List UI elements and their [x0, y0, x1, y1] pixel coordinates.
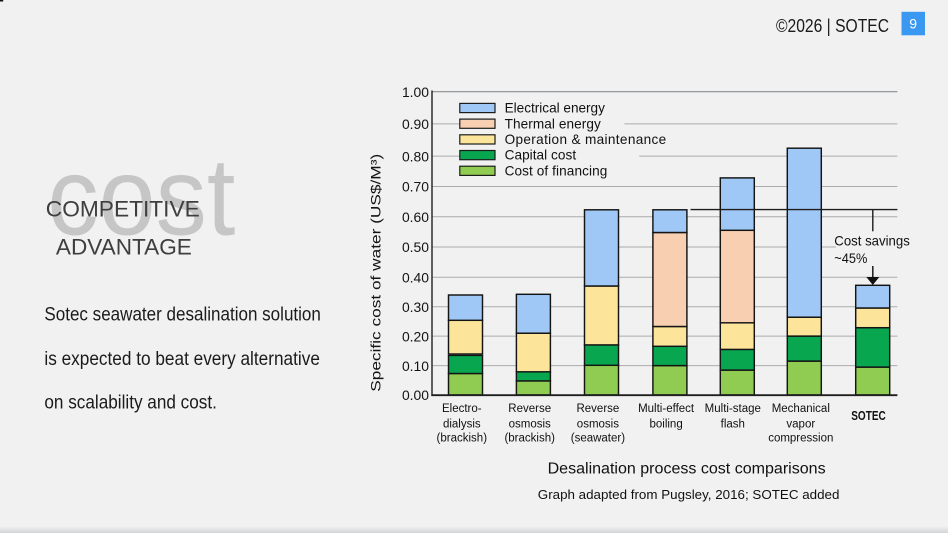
svg-text:on scalability and cost.: on scalability and cost.	[44, 391, 217, 413]
svg-text:(brackish): (brackish)	[504, 433, 555, 445]
svg-text:Mechanical: Mechanical	[772, 403, 830, 415]
svg-text:~45%: ~45%	[834, 251, 867, 266]
svg-text:Electrical energy: Electrical energy	[505, 101, 606, 116]
svg-text:Operation & maintenance: Operation & maintenance	[505, 132, 667, 147]
svg-text:Electro-: Electro-	[442, 403, 482, 415]
svg-text:Desalination process cost comp: Desalination process cost comparisons	[548, 461, 826, 478]
svg-text:Reverse: Reverse	[576, 403, 619, 415]
svg-text:compression: compression	[768, 433, 833, 445]
svg-text:flash: flash	[721, 418, 745, 430]
svg-text:Graph adapted from Pugsley, 20: Graph adapted from Pugsley, 2016; SOTEC …	[538, 487, 840, 502]
svg-text:boiling: boiling	[649, 418, 682, 430]
svg-text:0.70: 0.70	[402, 179, 429, 195]
svg-text:SOTEC: SOTEC	[851, 408, 886, 423]
svg-text:Thermal energy: Thermal energy	[505, 116, 601, 131]
svg-text:Multi-stage: Multi-stage	[705, 403, 761, 415]
svg-text:osmosis: osmosis	[577, 418, 619, 430]
svg-text:Multi-effect: Multi-effect	[638, 403, 695, 415]
svg-text:0.60: 0.60	[402, 209, 429, 225]
svg-text:0.00: 0.00	[402, 387, 429, 403]
svg-text:0.50: 0.50	[402, 239, 429, 255]
svg-text:0.40: 0.40	[402, 270, 429, 286]
svg-text:Sotec seawater desalination so: Sotec seawater desalination solution	[44, 304, 321, 326]
svg-text:COMPETITIVE: COMPETITIVE	[46, 196, 200, 221]
svg-text:vapor: vapor	[786, 418, 815, 430]
svg-text:0.80: 0.80	[402, 148, 429, 164]
svg-text:0.10: 0.10	[402, 358, 429, 374]
svg-text:9: 9	[909, 16, 917, 32]
svg-text:©2026 | SOTEC: ©2026 | SOTEC	[776, 16, 889, 36]
svg-text:Cost of financing: Cost of financing	[505, 163, 608, 178]
svg-text:cost: cost	[47, 136, 235, 259]
svg-text:is expected to beat every alte: is expected to beat every alternative	[44, 348, 320, 370]
svg-text:(brackish): (brackish)	[437, 433, 488, 445]
svg-text:osmosis: osmosis	[509, 418, 551, 430]
svg-text:ADVANTAGE: ADVANTAGE	[56, 235, 192, 260]
svg-text:Cost savings: Cost savings	[834, 233, 910, 248]
svg-text:dialysis: dialysis	[443, 418, 481, 430]
svg-text:Specific cost of water (US$/M³: Specific cost of water (US$/M³)	[369, 154, 384, 392]
svg-text:1.00: 1.00	[402, 84, 429, 100]
svg-text:0.30: 0.30	[402, 299, 429, 315]
svg-text:Reverse: Reverse	[508, 403, 551, 415]
svg-text:0.90: 0.90	[402, 116, 429, 132]
svg-text:(seawater): (seawater)	[571, 433, 625, 445]
svg-text:0.20: 0.20	[402, 328, 429, 344]
svg-text:Capital cost: Capital cost	[505, 148, 577, 163]
